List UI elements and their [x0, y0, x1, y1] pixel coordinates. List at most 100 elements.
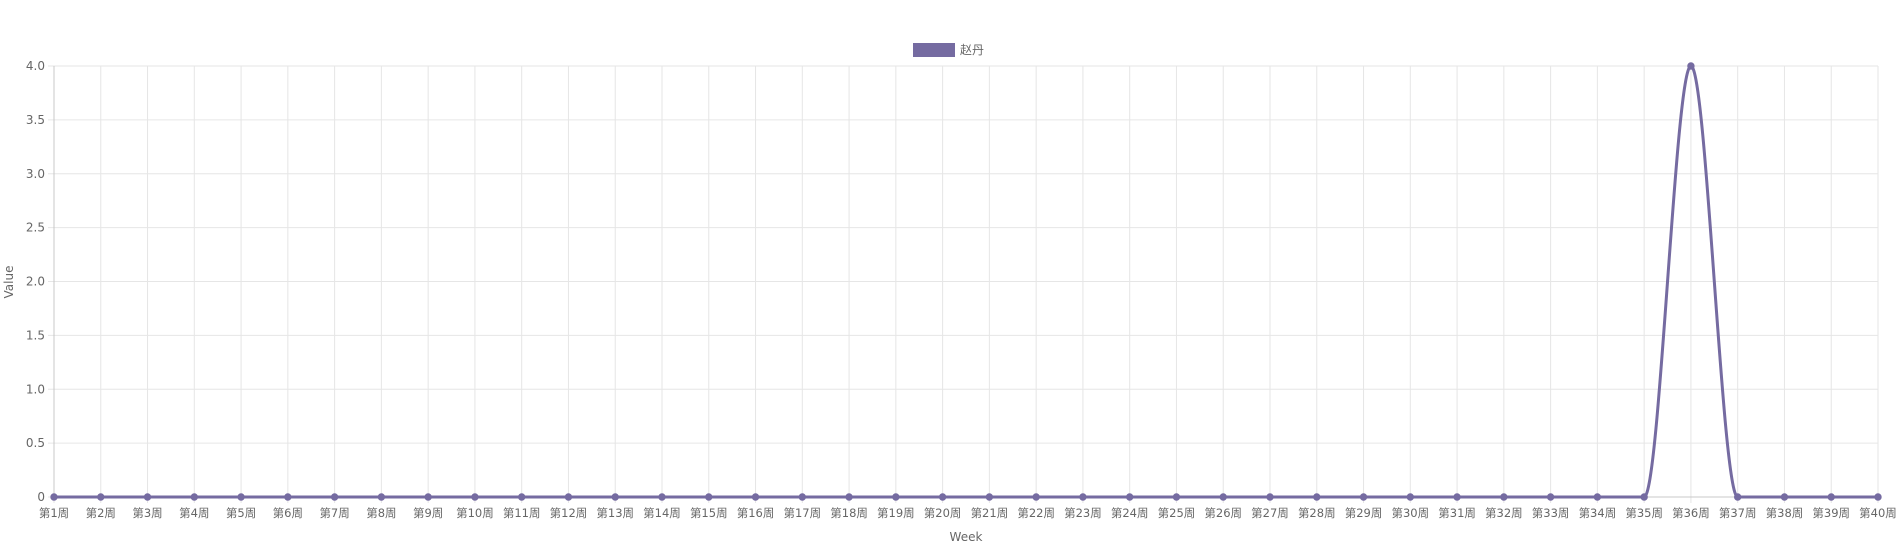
x-axis-title: Week: [950, 530, 983, 544]
x-tick-label: 第28周: [1298, 506, 1336, 520]
x-tick-label: 第23周: [1064, 506, 1102, 520]
data-point[interactable]: [143, 493, 152, 501]
y-axis-title: Value: [2, 266, 16, 299]
x-tick-label: 第8周: [366, 506, 396, 520]
data-point[interactable]: [1827, 493, 1835, 501]
data-point[interactable]: [564, 493, 573, 501]
data-point[interactable]: [1500, 493, 1508, 501]
data-point[interactable]: [938, 493, 947, 501]
data-point[interactable]: [97, 493, 105, 501]
x-tick-label: 第14周: [643, 506, 681, 520]
x-tick-label: 第25周: [1158, 506, 1196, 520]
x-tick-label: 第22周: [1017, 506, 1055, 520]
data-point[interactable]: [751, 493, 760, 501]
legend-swatch: [913, 43, 955, 57]
x-tick-label: 第4周: [179, 506, 209, 520]
data-point[interactable]: [1359, 493, 1368, 501]
data-point[interactable]: [705, 493, 713, 501]
data-point[interactable]: [1687, 62, 1695, 70]
data-point[interactable]: [50, 493, 58, 501]
x-tick-label: 第13周: [596, 506, 634, 520]
data-point[interactable]: [985, 493, 994, 501]
x-tick-label: 第40周: [1859, 506, 1897, 520]
data-point[interactable]: [1406, 493, 1415, 501]
data-point[interactable]: [1546, 493, 1555, 501]
data-point[interactable]: [237, 493, 245, 501]
data-point[interactable]: [1125, 493, 1134, 501]
y-tick-label: 3.0: [26, 167, 45, 181]
series-line-group: [50, 62, 1882, 501]
x-tick-label: 第27周: [1251, 506, 1289, 520]
x-axis-ticks: 第1周 第2周 第3周 第4周 第5周 第6周 第7周 第8周 第9周 第10周 第11周 第12周第…: [39, 506, 1897, 520]
x-tick-label: 第18周: [830, 506, 868, 520]
data-point[interactable]: [1733, 493, 1742, 501]
x-tick-label: 第11周: [503, 506, 541, 520]
x-tick-label: 第29周: [1345, 506, 1383, 520]
x-tick-label: 第15周: [690, 506, 728, 520]
x-tick-label: 第10周: [456, 506, 494, 520]
data-point[interactable]: [1079, 493, 1087, 501]
x-tick-label: 第36周: [1672, 506, 1710, 520]
x-tick-label: 第32周: [1485, 506, 1523, 520]
y-tick-label: 2.5: [26, 221, 45, 235]
x-tick-label: 第7周: [319, 506, 349, 520]
data-point[interactable]: [1032, 493, 1040, 501]
y-tick-label: 3.5: [26, 113, 45, 127]
x-tick-label: 第5周: [226, 506, 256, 520]
x-tick-label: 第30周: [1391, 506, 1429, 520]
data-point[interactable]: [1266, 493, 1274, 501]
data-point[interactable]: [658, 493, 666, 501]
data-point[interactable]: [330, 493, 339, 501]
x-tick-label: 第24周: [1111, 506, 1149, 520]
x-tick-label: 第31周: [1438, 506, 1476, 520]
data-point[interactable]: [1172, 493, 1181, 501]
y-tick-label: 0.5: [26, 436, 45, 450]
data-point[interactable]: [517, 493, 526, 501]
data-point[interactable]: [190, 493, 199, 501]
legend-item[interactable]: 赵丹: [913, 43, 984, 57]
data-point[interactable]: [798, 493, 807, 501]
x-tick-label: 第35周: [1625, 506, 1663, 520]
legend[interactable]: 赵丹: [913, 43, 984, 57]
data-point[interactable]: [1593, 493, 1602, 501]
x-tick-label: 第39周: [1812, 506, 1850, 520]
data-point[interactable]: [424, 493, 432, 501]
legend-label: 赵丹: [960, 43, 984, 57]
x-tick-label: 第6周: [273, 506, 303, 520]
y-tick-label: 4.0: [26, 59, 45, 73]
x-tick-label: 第12周: [550, 506, 588, 520]
x-tick-label: 第20周: [924, 506, 962, 520]
x-tick-label: 第2周: [86, 506, 116, 520]
x-tick-label: 第3周: [132, 506, 162, 520]
data-point[interactable]: [1219, 493, 1227, 501]
data-point[interactable]: [1453, 493, 1461, 501]
y-tick-label: 1.0: [26, 382, 45, 396]
data-point[interactable]: [892, 493, 900, 501]
y-tick-label: 2.0: [26, 275, 45, 289]
x-tick-label: 第1周: [39, 506, 69, 520]
data-point[interactable]: [1780, 493, 1789, 501]
data-point[interactable]: [1313, 493, 1321, 501]
x-tick-label: 第33周: [1532, 506, 1570, 520]
data-point[interactable]: [1640, 493, 1648, 501]
y-tick-label: 0: [37, 490, 45, 504]
x-tick-label: 第34周: [1579, 506, 1617, 520]
y-tick-label: 1.5: [26, 328, 45, 342]
x-tick-label: 第21周: [971, 506, 1009, 520]
data-point[interactable]: [284, 493, 292, 501]
data-point[interactable]: [377, 493, 386, 501]
x-tick-label: 第19周: [877, 506, 915, 520]
data-point[interactable]: [471, 493, 479, 501]
grid-lines: [48, 65, 1879, 503]
x-tick-label: 第17周: [783, 506, 821, 520]
data-point[interactable]: [611, 493, 619, 501]
data-point[interactable]: [845, 493, 853, 501]
data-point[interactable]: [1874, 493, 1882, 501]
x-tick-label: 第26周: [1204, 506, 1242, 520]
x-tick-label: 第38周: [1766, 506, 1804, 520]
x-tick-label: 第37周: [1719, 506, 1757, 520]
y-axis-ticks: 0 0.5 1.0 1.5 2.0 2.5 3.0 3.5 4.0: [26, 59, 45, 504]
x-tick-label: 第16周: [737, 506, 775, 520]
